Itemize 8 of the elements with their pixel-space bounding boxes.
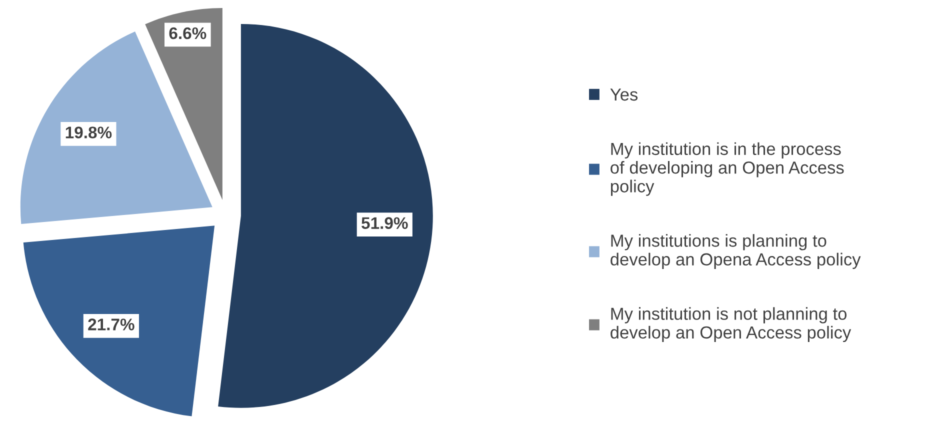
legend-label: My institutions is planning to develop an Opena Access policy: [610, 234, 861, 269]
data-label: 6.6%: [169, 27, 206, 40]
legend-label: Yes: [610, 88, 638, 101]
data-label: 51.9%: [362, 217, 408, 229]
legend-label: My institution is not planning to develop an Open Access policy: [610, 307, 852, 342]
data-label: 19.8%: [66, 126, 112, 138]
legend-label: My institution is in the process of developing an Open Access policy: [610, 142, 844, 196]
data-label: 21.7%: [88, 318, 134, 330]
